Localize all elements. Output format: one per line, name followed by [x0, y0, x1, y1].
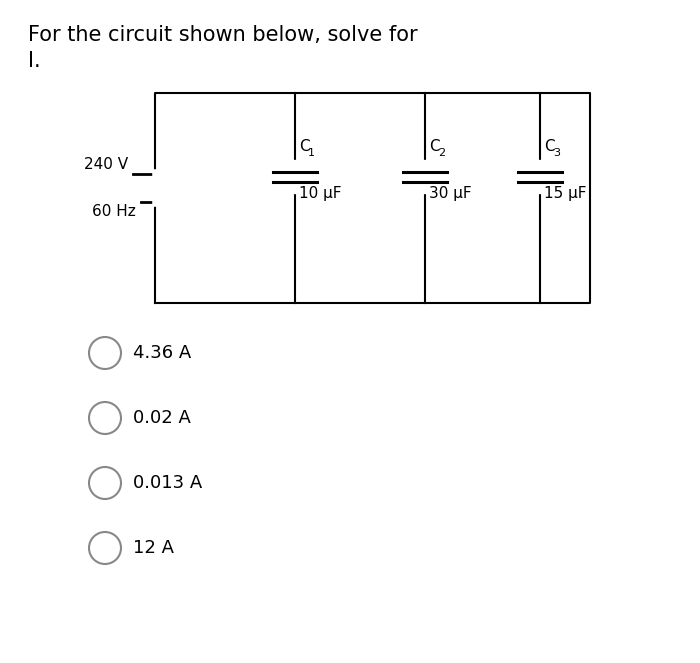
Text: 1: 1	[308, 148, 315, 158]
Text: 3: 3	[553, 148, 560, 158]
Text: 0.02 A: 0.02 A	[133, 409, 191, 427]
Text: 12 A: 12 A	[133, 539, 174, 557]
Text: 30 μF: 30 μF	[429, 186, 472, 201]
Text: 10 μF: 10 μF	[299, 186, 342, 201]
Text: 0.013 A: 0.013 A	[133, 474, 202, 492]
Text: 240 V: 240 V	[84, 157, 128, 172]
Text: C: C	[299, 139, 309, 154]
Text: 4.36 A: 4.36 A	[133, 344, 191, 362]
Text: C: C	[429, 139, 440, 154]
Text: C: C	[544, 139, 554, 154]
Text: 2: 2	[438, 148, 445, 158]
Text: 15 μF: 15 μF	[544, 186, 587, 201]
Text: I.: I.	[28, 51, 41, 71]
Text: 60 Hz: 60 Hz	[92, 204, 136, 219]
Text: For the circuit shown below, solve for: For the circuit shown below, solve for	[28, 25, 418, 45]
